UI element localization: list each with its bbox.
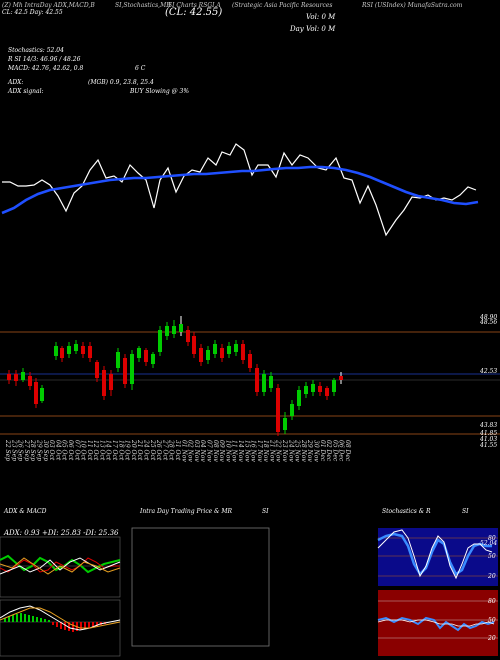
date-label: 26 Oct [155, 440, 163, 461]
macd-value: MACD: 42.76, 42.62, 0.8 [8, 65, 84, 72]
chart-header-mid3: (Strategic Asia Pacific Resources [232, 2, 333, 9]
date-label: 10 Oct [79, 440, 87, 461]
date-label: 11 Nov [230, 440, 238, 462]
date-label: 27 Oct [161, 440, 169, 461]
price-label-b2: 41.85 [480, 430, 498, 437]
date-label: 11 Oct [85, 440, 93, 461]
date-label: 29 Sep [35, 440, 43, 462]
date-label: 06 Dec [337, 440, 345, 462]
price-label-b3: 41.03 [480, 436, 498, 443]
date-label: 04 Nov [199, 440, 207, 462]
date-label: 05 Oct [60, 440, 68, 461]
date-label: 13 Oct [98, 440, 106, 461]
price-label-b1: 43.83 [480, 422, 498, 429]
date-label: 15 Nov [243, 440, 251, 462]
buy-signal: BUY Slowing @ 3% [130, 88, 190, 95]
date-label: 21 Oct [136, 440, 144, 461]
adx-di-values: ADX: 0.93 +DI: 25.83 -DI: 25.36 [4, 529, 119, 537]
rsi-level-80: 80 [488, 598, 496, 605]
date-label: 07 Nov [205, 440, 213, 462]
rsi-level-50: 50 [488, 617, 496, 624]
date-label: 02 Dec [325, 440, 333, 462]
day-volume-label: Day Vol: 0 M [290, 25, 336, 33]
price-label-top2: 48.56 [480, 319, 498, 326]
date-label: 07 Oct [73, 440, 81, 461]
date-label: 14 Nov [236, 440, 244, 462]
date-label: 29 Nov [306, 440, 314, 462]
date-axis: 22 Sep 23 Sep 26 Sep 27 Sep 28 Sep 29 Sep 30 S… [0, 440, 500, 486]
date-label: 27 Sep [22, 440, 30, 462]
date-label: 25 Oct [148, 440, 156, 461]
date-label: 10 Nov [224, 440, 232, 462]
date-label: 17 Oct [111, 440, 119, 461]
chart-header-mid2: SI Charts RSGI.A [168, 2, 221, 9]
adx-macd-title: ADX & MACD [4, 508, 47, 515]
date-label: 16 Nov [249, 440, 257, 462]
date-label: 30 Nov [312, 440, 320, 462]
date-label: 20 Oct [129, 440, 137, 461]
date-label: 22 Sep [4, 440, 11, 462]
date-label: 17 Nov [255, 440, 263, 462]
date-label: 28 Sep [29, 440, 37, 462]
date-label: 30 Sep [41, 440, 49, 462]
date-label: 31 Oct [174, 440, 181, 461]
rsi-level-20: 20 [488, 635, 496, 642]
stoch-current-marker: 52.04 [480, 540, 498, 547]
date-label: 23 Sep [10, 440, 18, 462]
date-label: 01 Nov [180, 440, 188, 462]
adx-label: ADX: [8, 79, 24, 86]
date-label: 24 Oct [142, 440, 150, 461]
adx-signal-label: ADX signal: [8, 88, 44, 95]
date-label: 04 Oct [54, 440, 62, 461]
date-label: 02 Nov [186, 440, 194, 462]
chart-header-left: (Z) Mh IntraDay ADX,MACD,B [2, 2, 95, 9]
date-label: 12 Oct [92, 440, 100, 461]
rsi-line [2, 143, 477, 237]
date-label: 08 Dec [344, 440, 351, 462]
candlesticks [7, 316, 343, 436]
date-label: 03 Oct [48, 440, 56, 461]
close-price-big: (CL: 42.55) [165, 7, 223, 18]
stoch-level-20: 20 [488, 573, 496, 580]
date-label: 09 Nov [218, 440, 226, 462]
price-label-mid: 42.53 [480, 368, 498, 375]
date-label: 22 Nov [274, 440, 282, 462]
date-label: 24 Nov [287, 440, 295, 462]
date-label: 23 Nov [281, 440, 289, 462]
stoch-level-80: 80 [488, 535, 496, 542]
volume-label: Vol: 0 M [306, 13, 336, 21]
date-label: 14 Oct [104, 440, 112, 461]
date-label: 19 Oct [123, 440, 131, 461]
chart-header-right: RSI (USIndex) MunafaSutra.com [362, 2, 463, 9]
date-label: 18 Nov [262, 440, 270, 462]
date-label: 01 Dec [318, 440, 326, 462]
price-label-b4: 41.55 [480, 442, 498, 449]
date-label: 25 Nov [293, 440, 301, 462]
date-label: 08 Nov [211, 440, 219, 462]
stochastics-value: Stochastics: 52.04 [8, 47, 64, 54]
close-day-label: CL: 42.5 Day: 42.55 [2, 9, 63, 16]
stoch-rsi-title2: SI [462, 508, 469, 515]
date-label: 28 Oct [167, 440, 175, 461]
date-label: 21 Nov [268, 440, 276, 462]
date-label: 26 Sep [16, 440, 24, 462]
stoch-rsi-title: Stochastics & R [382, 508, 431, 515]
price-label-top1: 48.90 [480, 314, 498, 321]
stoch-level-50: 50 [488, 553, 496, 560]
date-label: 28 Nov [299, 440, 307, 462]
macd-tail: 6 C [135, 65, 146, 72]
chart-header-mid1: SI,Stochastics,MR [115, 2, 171, 9]
rsi-value: R SI 14/3: 46.96 / 48.26 [8, 56, 81, 63]
intraday-panel-title2: SI [262, 508, 269, 515]
intraday-panel-title: Intra Day Trading Price & MR [140, 508, 233, 515]
adx-values: (MGB) 0.9, 23.8, 25.4 [88, 79, 154, 86]
date-label: 05 Dec [331, 440, 339, 462]
date-label: 06 Oct [66, 440, 74, 461]
date-label: 03 Nov [192, 440, 200, 462]
macd-histogram [4, 613, 106, 632]
date-label: 18 Oct [117, 440, 125, 461]
moving-average-line [1, 165, 479, 215]
